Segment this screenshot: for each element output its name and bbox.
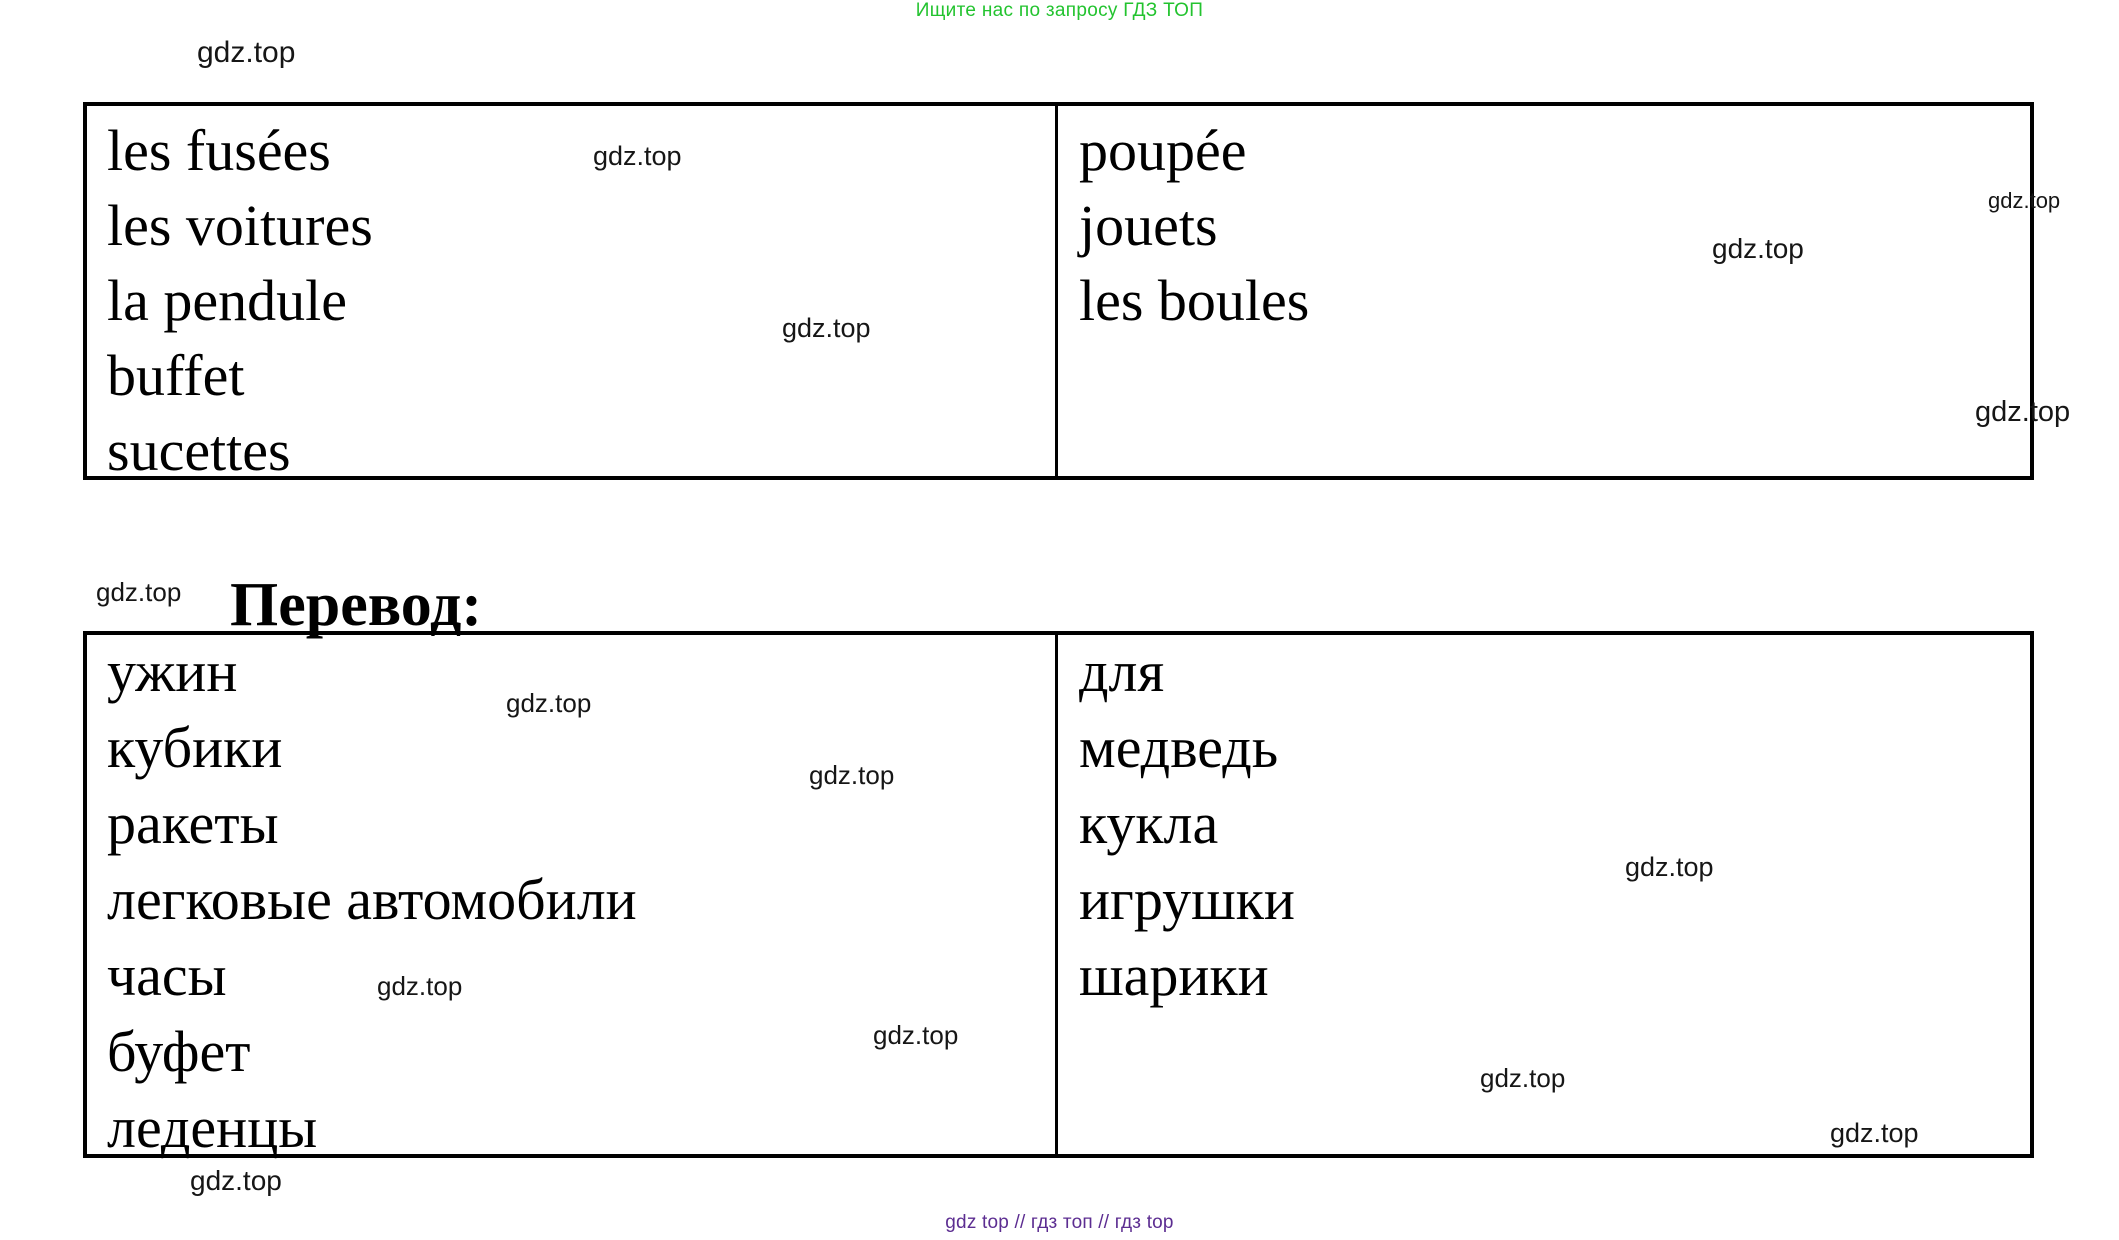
translation-word: для — [1079, 639, 1165, 704]
vocab-left-column: les fusées les voitures la pendule buffe… — [107, 113, 373, 488]
translation-word: ракеты — [107, 791, 279, 856]
vocab-word: poupée — [1079, 118, 1247, 183]
translation-word: легковые автомобили — [107, 867, 637, 932]
watermark: gdz.top — [1712, 233, 1804, 264]
translation-word: буфет — [107, 1019, 251, 1084]
translation-right-column: для медведь кукла игрушки шарики — [1079, 634, 1295, 1014]
vocab-word: la pendule — [107, 268, 347, 333]
watermark: gdz.top — [506, 688, 592, 718]
vocab-word: les voitures — [107, 193, 373, 258]
watermark: gdz.top — [1988, 188, 2061, 213]
watermark: gdz.top — [873, 1020, 959, 1050]
translation-word: часы — [107, 943, 227, 1008]
watermark: gdz.top — [1480, 1063, 1566, 1093]
vocab-table — [83, 102, 2034, 480]
footer-watermark-line: gdz top // гдз топ // гдз top — [945, 1212, 1174, 1233]
vocab-table-divider — [1055, 102, 1058, 480]
vocab-word: les fusées — [107, 118, 331, 183]
watermark: gdz.top — [1625, 852, 1714, 882]
watermark: gdz.top — [809, 760, 895, 790]
translation-table — [83, 631, 2034, 1158]
watermark: gdz.top — [593, 141, 682, 171]
promo-banner: Ищите нас по запросу ГДЗ ТОП — [915, 0, 1204, 21]
vocab-word: buffet — [107, 343, 245, 408]
watermark: gdz.top — [197, 36, 296, 69]
vocab-word: jouets — [1079, 193, 1218, 258]
translation-table-divider — [1055, 631, 1058, 1158]
translation-word: кубики — [107, 715, 283, 780]
translation-word: шарики — [1079, 943, 1269, 1008]
translation-word: медведь — [1079, 715, 1279, 780]
translation-left-column: ужин кубики ракеты легковые автомобили ч… — [107, 634, 637, 1166]
vocab-word: les boules — [1079, 268, 1310, 333]
translation-heading: Перевод: — [230, 571, 483, 639]
vocab-word: sucettes — [107, 418, 291, 483]
watermark: gdz.top — [1830, 1118, 1919, 1148]
watermark: gdz.top — [1975, 396, 2071, 428]
watermark: gdz.top — [377, 971, 463, 1001]
watermark: gdz.top — [782, 313, 871, 343]
translation-word: леденцы — [107, 1095, 318, 1160]
vocab-right-column: poupée jouets les boules — [1079, 113, 1309, 338]
watermark: gdz.top — [96, 577, 182, 607]
translation-word: кукла — [1079, 791, 1219, 856]
watermark: gdz.top — [190, 1165, 282, 1196]
translation-word: ужин — [107, 639, 238, 704]
translation-word: игрушки — [1079, 867, 1295, 932]
